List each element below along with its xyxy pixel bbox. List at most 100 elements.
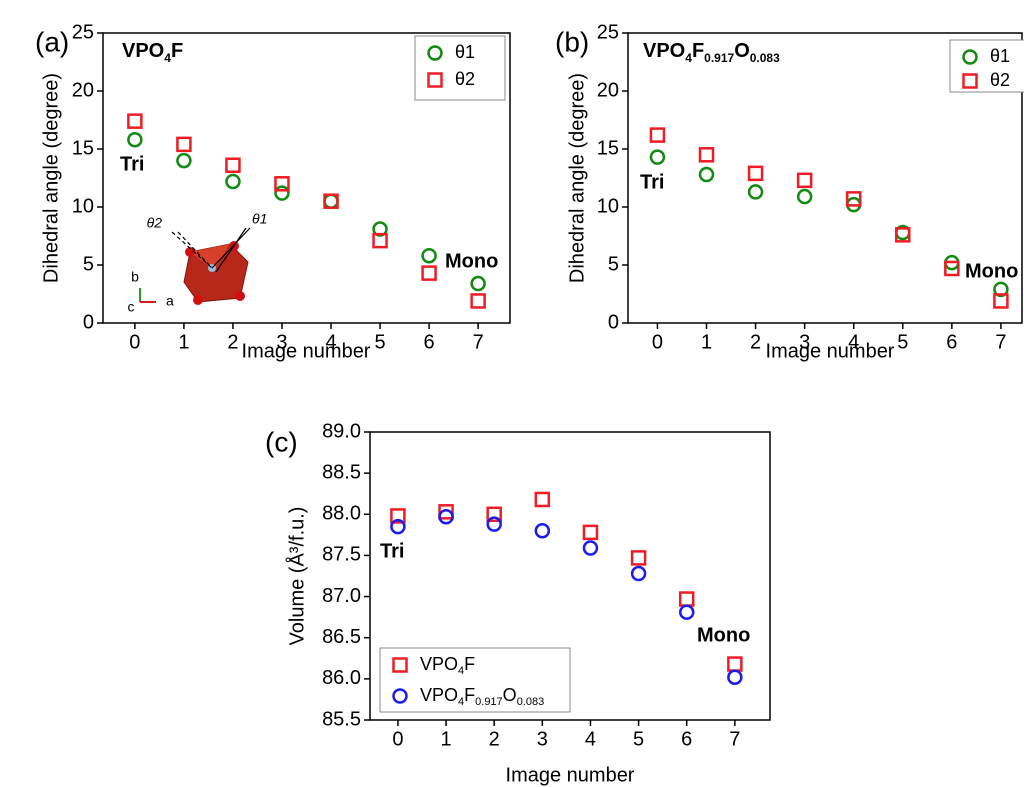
data-point: [749, 167, 762, 180]
data-point: [651, 129, 664, 142]
x-tick-label: 0: [652, 331, 663, 353]
data-point: [423, 267, 436, 280]
text-part: θ1: [455, 42, 475, 62]
inset-label: θ1: [252, 211, 267, 227]
annotation: Tri: [640, 171, 664, 193]
data-point: [700, 148, 713, 161]
panel-label: (a): [35, 26, 69, 57]
x-tick-label: 1: [440, 728, 451, 750]
text-part: θ2: [990, 70, 1010, 90]
data-point: [749, 185, 762, 198]
y-tick-label: 25: [597, 21, 619, 43]
atom: [193, 295, 203, 305]
y-tick-label: 87.5: [322, 544, 361, 566]
text-part: VPO: [643, 40, 685, 62]
legend-label: θ1: [455, 42, 475, 62]
inset-label: b: [131, 269, 139, 285]
x-tick-label: 3: [537, 728, 548, 750]
y-tick-label: 88.5: [322, 461, 361, 483]
x-tick-label: 7: [729, 728, 740, 750]
y-tick-label: 20: [72, 79, 94, 101]
panel-title: VPO4F0.917O0.083: [643, 40, 780, 65]
y-tick-label: 10: [597, 195, 619, 217]
x-tick-label: 6: [681, 728, 692, 750]
x-tick-label: 1: [178, 331, 189, 353]
data-point: [128, 115, 141, 128]
annotation: Mono: [697, 624, 750, 646]
data-point: [128, 133, 141, 146]
x-axis-label: Image number: [242, 340, 371, 362]
text-part: 0.083: [517, 696, 545, 708]
data-point: [680, 606, 693, 619]
inset-label: a: [166, 293, 174, 309]
y-tick-label: 87.0: [322, 585, 361, 607]
data-point: [440, 510, 453, 523]
y-axis-label: Volume (Å³/f.u.): [285, 507, 308, 646]
x-tick-label: 2: [227, 331, 238, 353]
y-tick-label: 0: [608, 311, 619, 333]
inset-label: θ2: [147, 215, 163, 231]
text-part: θ2: [455, 69, 475, 89]
y-tick-label: 20: [597, 79, 619, 101]
panel-label: (c): [265, 426, 298, 457]
x-tick-label: 7: [995, 331, 1006, 353]
x-tick-label: 4: [585, 728, 596, 750]
x-tick-label: 0: [392, 728, 403, 750]
data-point: [798, 174, 811, 187]
text-part: θ1: [990, 46, 1010, 66]
x-tick-label: 7: [473, 331, 484, 353]
annotation: Tri: [380, 540, 404, 562]
legend-label: θ1: [990, 46, 1010, 66]
data-point: [472, 277, 485, 290]
y-tick-label: 5: [83, 253, 94, 275]
data-point: [632, 551, 645, 564]
text-part: 0.917: [704, 51, 734, 65]
x-tick-label: 2: [489, 728, 500, 750]
figure: 051015202501234567Image numberDihedral a…: [0, 0, 1024, 787]
panel-title: VPO4F: [122, 40, 183, 65]
data-point: [536, 524, 549, 537]
annotation: Mono: [965, 260, 1018, 282]
y-tick-label: 85.5: [322, 708, 361, 730]
atom: [235, 291, 245, 301]
x-tick-label: 5: [374, 331, 385, 353]
text-part: VPO: [122, 40, 164, 62]
text-part: O: [734, 40, 750, 62]
data-point: [728, 658, 741, 671]
data-point: [536, 493, 549, 506]
data-point: [325, 195, 338, 208]
x-axis-label: Image number: [766, 340, 895, 362]
data-point: [798, 190, 811, 203]
y-tick-label: 89.0: [322, 420, 361, 442]
panel-label: (b): [555, 26, 589, 57]
text-part: 0.083: [750, 51, 780, 65]
y-tick-label: 15: [72, 137, 94, 159]
data-point: [700, 168, 713, 181]
data-point: [275, 187, 288, 200]
legend-label: VPO4F: [420, 654, 475, 677]
data-point: [680, 593, 693, 606]
x-tick-label: 6: [424, 331, 435, 353]
x-axis-label: Image number: [506, 764, 635, 786]
inset-structure: [140, 228, 250, 305]
x-tick-label: 5: [897, 331, 908, 353]
text-part: VPO: [420, 654, 458, 674]
legend-box: [950, 40, 1024, 92]
y-tick-label: 88.0: [322, 503, 361, 525]
text-part: O: [503, 685, 517, 705]
data-point: [226, 159, 239, 172]
y-tick-label: 25: [72, 21, 94, 43]
legend-label: θ2: [990, 70, 1010, 90]
text-part: F: [171, 40, 183, 62]
data-point: [177, 154, 190, 167]
x-tick-label: 5: [633, 728, 644, 750]
x-tick-label: 6: [946, 331, 957, 353]
annotation: Mono: [445, 250, 498, 272]
data-point: [584, 526, 597, 539]
x-tick-label: 0: [129, 331, 140, 353]
text-part: 0.917: [475, 696, 503, 708]
text-part: VPO: [420, 685, 458, 705]
text-part: F: [464, 654, 475, 674]
data-point: [423, 249, 436, 262]
legend-label: θ2: [455, 69, 475, 89]
